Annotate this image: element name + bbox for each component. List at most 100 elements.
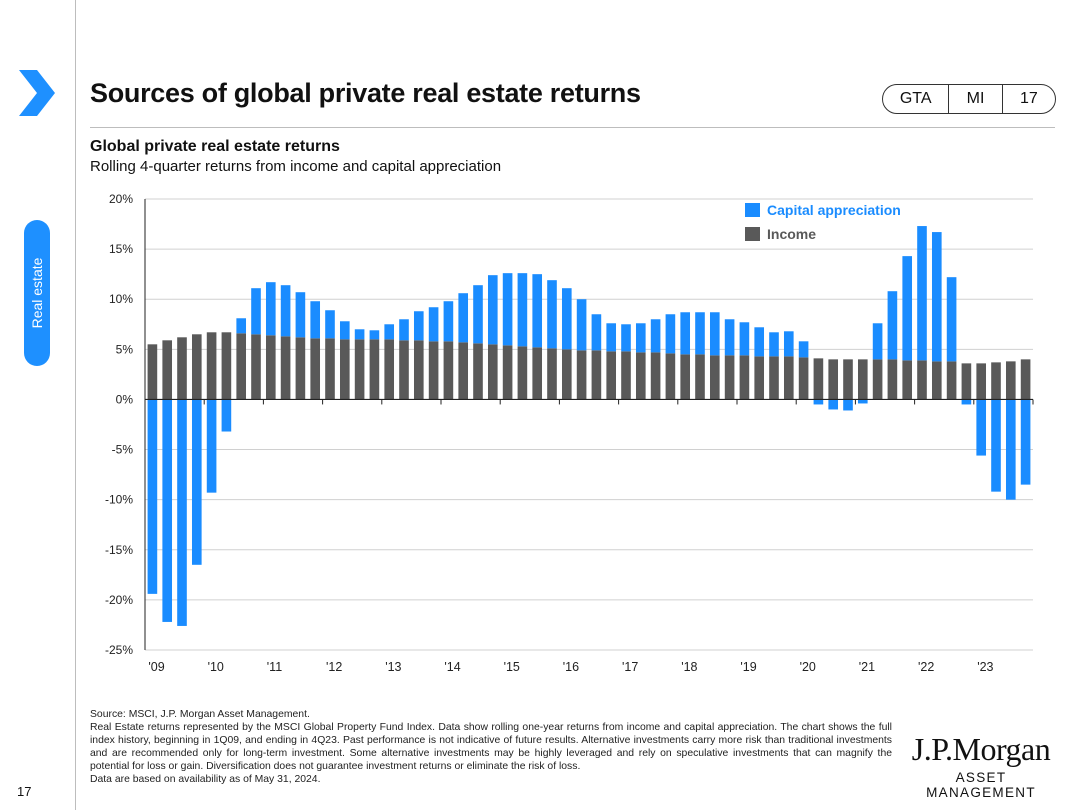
capital-appreciation-bar bbox=[399, 319, 409, 341]
capital-appreciation-bar bbox=[635, 323, 646, 353]
capital-appreciation-bar bbox=[754, 327, 765, 357]
capital-appreciation-bar bbox=[650, 319, 661, 353]
capital-appreciation-bar bbox=[339, 321, 350, 340]
capital-appreciation-bar bbox=[354, 329, 365, 340]
capital-appreciation-bar bbox=[265, 282, 276, 336]
legend-swatch bbox=[745, 227, 760, 241]
capital-appreciation-bar bbox=[695, 312, 705, 355]
capital-appreciation-bar bbox=[532, 274, 543, 348]
returns-chart: 20% 15% 10% 5% 0% -5% -10% -15% -20% -25% '09 '10 '1… bbox=[105, 192, 1034, 674]
section-tab-real-estate[interactable]: Real estate bbox=[24, 220, 50, 366]
x-tick-label: '10 bbox=[208, 660, 224, 674]
x-tick-label: '11 bbox=[267, 660, 282, 674]
footnote-availability: Data are based on availability as of May… bbox=[90, 773, 321, 785]
income-bar bbox=[976, 363, 987, 400]
y-tick-label: -20% bbox=[105, 593, 133, 607]
capital-appreciation-bar bbox=[458, 293, 469, 343]
income-bar bbox=[813, 358, 824, 400]
chevron-right-icon[interactable] bbox=[17, 70, 55, 116]
footnotes: Source: MSCI, J.P. Morgan Asset Manageme… bbox=[90, 709, 892, 786]
income-bar bbox=[635, 352, 646, 400]
income-bar bbox=[206, 332, 217, 400]
x-tick-label: '18 bbox=[681, 660, 697, 674]
capital-appreciation-bar bbox=[547, 280, 557, 349]
y-tick-label: 0% bbox=[116, 392, 134, 406]
income-bar bbox=[354, 339, 365, 400]
x-tick-label: '20 bbox=[800, 660, 816, 674]
income-bar bbox=[236, 333, 247, 400]
y-tick-label: -15% bbox=[105, 543, 133, 557]
capital-appreciation-bar bbox=[502, 273, 513, 346]
capital-appreciation-bar bbox=[946, 277, 957, 362]
legend-label: Capital appreciation bbox=[767, 202, 901, 218]
income-bar bbox=[680, 354, 691, 400]
income-bar bbox=[739, 355, 750, 400]
capital-appreciation-bar bbox=[621, 324, 631, 352]
page-title: Sources of global private real estate re… bbox=[90, 78, 641, 108]
income-bar bbox=[162, 340, 173, 400]
title-divider bbox=[90, 127, 1055, 128]
x-tick-label: '15 bbox=[504, 660, 520, 674]
x-tick-label: '22 bbox=[918, 660, 934, 674]
capital-appreciation-bar bbox=[251, 288, 261, 335]
capital-appreciation-bar bbox=[236, 318, 247, 334]
income-bar bbox=[339, 339, 350, 400]
income-bar bbox=[798, 357, 809, 400]
income-bar bbox=[591, 350, 602, 400]
income-bar bbox=[769, 356, 779, 400]
income-bar bbox=[561, 349, 572, 400]
pill-mi[interactable]: MI bbox=[948, 85, 1001, 113]
footnote-source: Source: MSCI, J.P. Morgan Asset Manageme… bbox=[90, 709, 310, 720]
capital-appreciation-bar bbox=[280, 285, 291, 337]
x-tick-label: '14 bbox=[444, 660, 460, 674]
y-tick-label: -5% bbox=[112, 443, 134, 457]
capital-appreciation-bar bbox=[206, 399, 217, 493]
capital-appreciation-bar bbox=[443, 301, 454, 342]
capital-appreciation-bar bbox=[961, 399, 972, 405]
income-bar bbox=[221, 332, 232, 400]
income-bar bbox=[650, 352, 661, 400]
capital-appreciation-bar bbox=[517, 273, 528, 347]
income-bar bbox=[902, 360, 913, 400]
capital-appreciation-bar bbox=[384, 324, 395, 340]
capital-appreciation-bar bbox=[147, 399, 158, 594]
income-bar bbox=[547, 348, 557, 400]
y-tick-label: -25% bbox=[105, 643, 133, 657]
capital-appreciation-bar bbox=[428, 307, 439, 342]
capital-appreciation-bar bbox=[709, 312, 720, 356]
income-bar bbox=[280, 336, 291, 400]
pill-gta[interactable]: GTA bbox=[899, 90, 932, 107]
logo-sub: ASSET MANAGEMENT bbox=[926, 770, 1036, 800]
income-bar bbox=[695, 354, 705, 400]
income-bar bbox=[1020, 359, 1031, 400]
capital-appreciation-bar bbox=[902, 256, 913, 361]
capital-appreciation-bar bbox=[177, 399, 187, 626]
income-bar bbox=[443, 341, 454, 400]
income-bar bbox=[857, 359, 868, 400]
income-bar bbox=[413, 340, 424, 400]
income-bar bbox=[917, 360, 927, 400]
income-bar bbox=[991, 362, 1001, 400]
income-bar bbox=[399, 340, 409, 400]
capital-appreciation-bar bbox=[724, 319, 735, 356]
capital-appreciation-bar bbox=[813, 399, 824, 405]
capital-appreciation-bar bbox=[887, 291, 898, 360]
capital-appreciation-bar bbox=[473, 285, 483, 344]
capital-appreciation-bar bbox=[1005, 399, 1016, 500]
income-bar bbox=[872, 359, 883, 400]
jpmorgan-logo: J.P.Morgan ASSET MANAGEMENT bbox=[905, 732, 1057, 800]
capital-appreciation-bar bbox=[191, 399, 202, 565]
income-bar bbox=[621, 351, 631, 400]
income-bar bbox=[665, 353, 676, 400]
x-tick-label: '16 bbox=[563, 660, 579, 674]
capital-appreciation-bar bbox=[295, 292, 306, 338]
income-bar bbox=[754, 356, 765, 400]
income-bar bbox=[606, 351, 617, 400]
income-bar bbox=[843, 359, 853, 400]
income-bar bbox=[502, 345, 513, 400]
x-tick-label: '13 bbox=[385, 660, 401, 674]
capital-appreciation-bar bbox=[606, 323, 617, 352]
capital-appreciation-bar bbox=[857, 399, 868, 404]
capital-appreciation-bar bbox=[310, 301, 321, 339]
income-bar bbox=[1005, 361, 1016, 400]
